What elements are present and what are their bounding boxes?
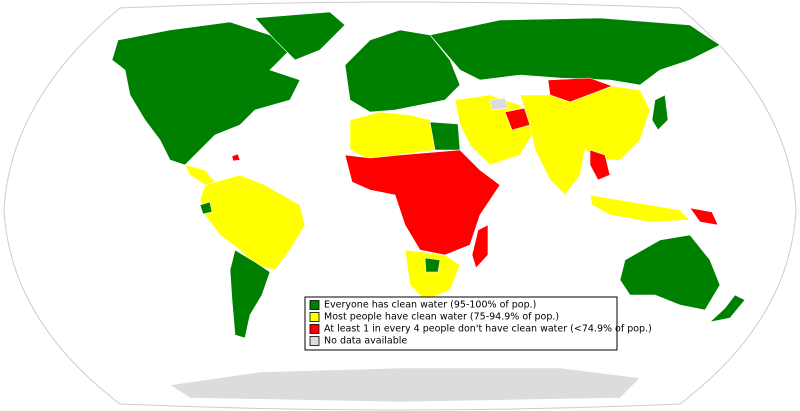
legend-label: Everyone has clean water (95-100% of pop… bbox=[324, 300, 536, 311]
japan bbox=[651, 94, 669, 131]
legend-label: Most people have clean water (75-94.9% o… bbox=[324, 312, 559, 323]
asia bbox=[519, 85, 651, 196]
south-america bbox=[199, 174, 306, 271]
legend-swatch bbox=[309, 300, 320, 310]
legend-label: At least 1 in every 4 people don't have … bbox=[324, 324, 652, 335]
legend-swatch bbox=[309, 324, 320, 334]
haiti bbox=[231, 153, 241, 162]
legend-swatch bbox=[309, 312, 320, 322]
legend-box bbox=[304, 296, 618, 351]
legend-swatch bbox=[309, 336, 320, 346]
southern-africa bbox=[404, 249, 461, 301]
russia bbox=[429, 17, 721, 86]
indochina bbox=[589, 149, 611, 181]
greenland bbox=[254, 11, 346, 61]
antarctica bbox=[169, 367, 641, 403]
madagascar bbox=[471, 224, 489, 269]
no-data-asia bbox=[489, 97, 509, 111]
australia bbox=[619, 234, 721, 311]
papua bbox=[689, 207, 719, 226]
indonesia bbox=[589, 194, 691, 223]
botswana bbox=[424, 257, 441, 273]
central-africa bbox=[344, 149, 501, 256]
legend-label: No data available bbox=[324, 336, 407, 347]
legend: Everyone has clean water (95-100% of pop… bbox=[304, 296, 652, 351]
europe bbox=[344, 29, 461, 113]
regions bbox=[111, 11, 746, 403]
ecuador bbox=[199, 201, 213, 215]
new-zealand bbox=[709, 294, 746, 323]
southern-cone bbox=[229, 249, 271, 339]
egypt bbox=[429, 121, 461, 151]
